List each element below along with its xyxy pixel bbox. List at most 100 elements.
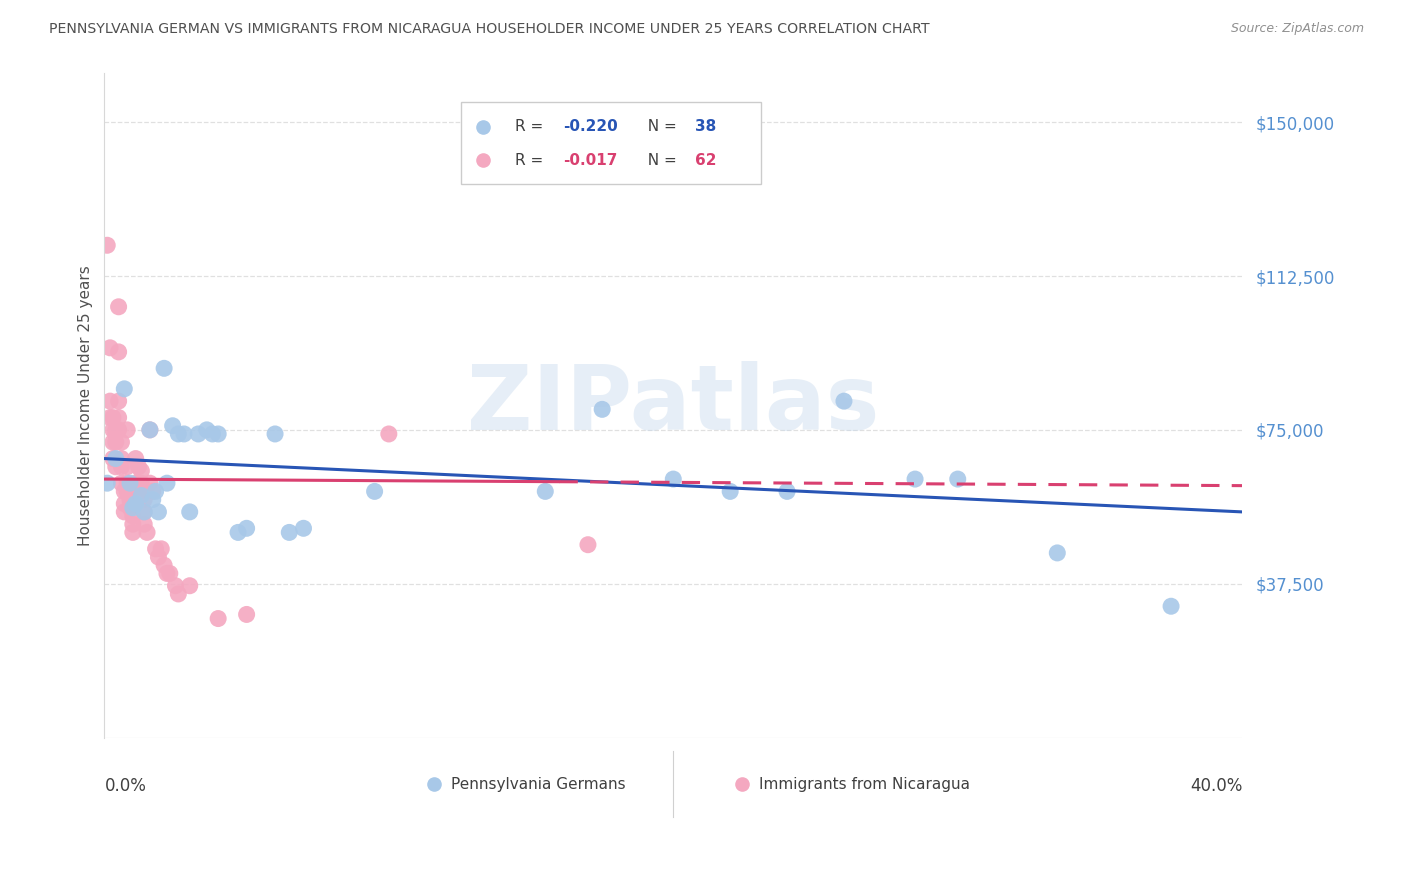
Point bbox=[124, 492, 146, 507]
Point bbox=[167, 587, 190, 601]
Text: Source: ZipAtlas.com: Source: ZipAtlas.com bbox=[1230, 22, 1364, 36]
Text: 0.0%: 0.0% bbox=[104, 778, 146, 796]
Point bbox=[107, 394, 129, 409]
Text: PENNSYLVANIA GERMAN VS IMMIGRANTS FROM NICARAGUA HOUSEHOLDER INCOME UNDER 25 YEA: PENNSYLVANIA GERMAN VS IMMIGRANTS FROM N… bbox=[49, 22, 929, 37]
Point bbox=[150, 541, 173, 556]
Point bbox=[162, 418, 184, 433]
Point bbox=[118, 484, 141, 499]
Point bbox=[534, 484, 557, 499]
Point bbox=[1040, 731, 1063, 745]
Point bbox=[104, 423, 127, 437]
Point bbox=[131, 488, 153, 502]
Point bbox=[131, 476, 153, 491]
Point bbox=[110, 451, 132, 466]
Point bbox=[134, 517, 156, 532]
Point bbox=[110, 476, 132, 491]
Point bbox=[718, 484, 741, 499]
Point bbox=[167, 427, 190, 442]
Point bbox=[776, 484, 799, 499]
Point bbox=[115, 484, 138, 499]
Point bbox=[128, 484, 150, 499]
Point bbox=[104, 435, 127, 450]
Point bbox=[1046, 546, 1069, 560]
Point bbox=[145, 541, 167, 556]
Point bbox=[110, 459, 132, 474]
Point bbox=[101, 435, 124, 450]
Point bbox=[98, 410, 121, 425]
Point bbox=[98, 394, 121, 409]
Point bbox=[195, 423, 218, 437]
Y-axis label: Householder Income Under 25 years: Householder Income Under 25 years bbox=[79, 265, 93, 546]
Point bbox=[159, 566, 181, 581]
Point bbox=[904, 472, 927, 486]
Point bbox=[145, 484, 167, 499]
Point bbox=[136, 525, 159, 540]
Point bbox=[121, 525, 143, 540]
Text: N =: N = bbox=[638, 153, 682, 168]
Text: -0.017: -0.017 bbox=[562, 153, 617, 168]
Text: Immigrants from Nicaragua: Immigrants from Nicaragua bbox=[759, 777, 970, 791]
Point bbox=[104, 459, 127, 474]
Point bbox=[131, 464, 153, 478]
Point bbox=[264, 427, 287, 442]
Point bbox=[112, 382, 135, 396]
Point bbox=[107, 410, 129, 425]
Point bbox=[363, 484, 385, 499]
Point bbox=[98, 341, 121, 355]
Point bbox=[118, 476, 141, 491]
Point bbox=[201, 427, 224, 442]
Point bbox=[115, 476, 138, 491]
Point bbox=[121, 517, 143, 532]
Point bbox=[662, 472, 685, 486]
Text: -0.220: -0.220 bbox=[562, 120, 617, 135]
Point bbox=[115, 459, 138, 474]
Point bbox=[156, 566, 179, 581]
Point bbox=[107, 423, 129, 437]
Point bbox=[101, 410, 124, 425]
Text: 62: 62 bbox=[695, 153, 717, 168]
Point bbox=[278, 525, 301, 540]
Point bbox=[124, 497, 146, 511]
Point bbox=[107, 345, 129, 359]
Point bbox=[104, 427, 127, 442]
Point bbox=[173, 427, 195, 442]
Point bbox=[292, 521, 315, 535]
Point bbox=[153, 361, 176, 376]
FancyBboxPatch shape bbox=[461, 102, 761, 184]
Point bbox=[235, 521, 257, 535]
Point bbox=[128, 459, 150, 474]
Point bbox=[101, 423, 124, 437]
Point bbox=[112, 484, 135, 499]
Point bbox=[207, 611, 229, 625]
Point bbox=[153, 558, 176, 573]
Point bbox=[946, 472, 969, 486]
Point bbox=[139, 476, 162, 491]
Point bbox=[131, 484, 153, 499]
Text: R =: R = bbox=[515, 153, 548, 168]
Point bbox=[576, 538, 599, 552]
Point bbox=[832, 394, 855, 409]
Text: R =: R = bbox=[515, 120, 548, 135]
Point bbox=[124, 476, 146, 491]
Point bbox=[156, 476, 179, 491]
Point bbox=[124, 451, 146, 466]
Point bbox=[134, 505, 156, 519]
Point bbox=[121, 500, 143, 515]
Point bbox=[142, 484, 165, 499]
Point bbox=[96, 238, 118, 252]
Point bbox=[110, 435, 132, 450]
Point bbox=[1160, 599, 1182, 614]
Point bbox=[179, 505, 201, 519]
Point bbox=[112, 505, 135, 519]
Point bbox=[187, 427, 209, 442]
Point bbox=[179, 579, 201, 593]
Text: Pennsylvania Germans: Pennsylvania Germans bbox=[451, 777, 626, 791]
Point bbox=[139, 423, 162, 437]
Point bbox=[107, 300, 129, 314]
Point bbox=[115, 423, 138, 437]
Point bbox=[235, 607, 257, 622]
Point bbox=[142, 492, 165, 507]
Point bbox=[104, 451, 127, 466]
Point bbox=[207, 427, 229, 442]
Point bbox=[918, 731, 941, 745]
